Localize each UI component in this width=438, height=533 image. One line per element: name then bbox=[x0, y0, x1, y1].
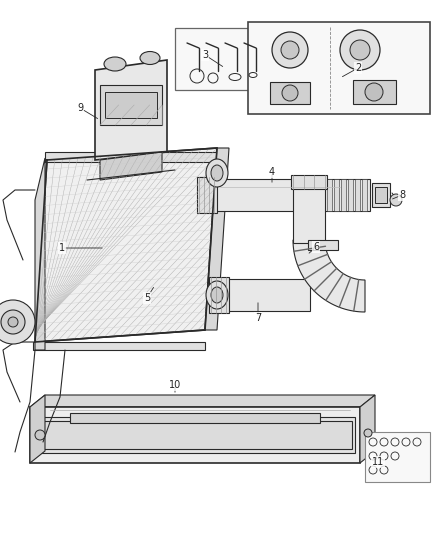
Circle shape bbox=[350, 40, 370, 60]
Bar bbox=[348, 179, 353, 211]
Text: 4: 4 bbox=[269, 167, 275, 177]
Bar bbox=[38, 421, 352, 449]
Bar bbox=[248, 22, 430, 114]
Circle shape bbox=[0, 300, 35, 344]
Bar bbox=[100, 85, 162, 125]
Bar bbox=[372, 183, 390, 207]
Ellipse shape bbox=[140, 52, 160, 64]
Circle shape bbox=[390, 194, 402, 206]
Circle shape bbox=[1, 310, 25, 334]
Bar bbox=[308, 240, 338, 250]
Bar bbox=[375, 187, 387, 203]
Text: 6: 6 bbox=[313, 242, 319, 252]
Circle shape bbox=[272, 32, 308, 68]
Bar bbox=[320, 179, 325, 211]
Polygon shape bbox=[205, 148, 229, 330]
Bar bbox=[175, 28, 265, 90]
Bar bbox=[105, 92, 157, 118]
Bar bbox=[197, 177, 217, 213]
Text: 10: 10 bbox=[169, 380, 181, 390]
Text: 7: 7 bbox=[255, 313, 261, 323]
Bar bbox=[215, 179, 370, 211]
Polygon shape bbox=[293, 240, 365, 312]
Text: 1: 1 bbox=[59, 243, 65, 253]
Polygon shape bbox=[353, 80, 396, 104]
Polygon shape bbox=[30, 395, 375, 407]
Bar bbox=[45, 152, 223, 162]
Bar bbox=[327, 179, 332, 211]
Bar bbox=[362, 179, 367, 211]
Bar bbox=[70, 413, 320, 423]
Polygon shape bbox=[95, 60, 167, 160]
Text: 11: 11 bbox=[372, 457, 384, 467]
Bar bbox=[33, 342, 205, 350]
Bar bbox=[291, 175, 327, 189]
Ellipse shape bbox=[206, 159, 228, 187]
Polygon shape bbox=[270, 82, 310, 104]
Bar bbox=[30, 407, 360, 463]
Text: 9: 9 bbox=[77, 103, 83, 113]
Ellipse shape bbox=[211, 165, 223, 181]
Bar bbox=[355, 179, 360, 211]
Polygon shape bbox=[35, 158, 45, 350]
Ellipse shape bbox=[104, 57, 126, 71]
Polygon shape bbox=[35, 148, 217, 342]
Circle shape bbox=[8, 317, 18, 327]
Bar bbox=[365, 432, 430, 482]
Text: 5: 5 bbox=[144, 293, 150, 303]
Ellipse shape bbox=[211, 287, 223, 303]
Circle shape bbox=[35, 430, 45, 440]
Bar bbox=[227, 279, 310, 311]
Circle shape bbox=[282, 85, 298, 101]
Circle shape bbox=[364, 429, 372, 437]
Text: 8: 8 bbox=[399, 190, 405, 200]
Circle shape bbox=[340, 30, 380, 70]
Bar bbox=[209, 277, 229, 313]
Polygon shape bbox=[360, 395, 375, 463]
Polygon shape bbox=[30, 395, 45, 463]
Text: 2: 2 bbox=[355, 63, 361, 73]
Circle shape bbox=[365, 83, 383, 101]
Bar bbox=[334, 179, 339, 211]
Polygon shape bbox=[100, 152, 162, 180]
Circle shape bbox=[281, 41, 299, 59]
Ellipse shape bbox=[206, 281, 228, 309]
Text: 3: 3 bbox=[202, 50, 208, 60]
Bar bbox=[35, 417, 355, 453]
Bar bbox=[341, 179, 346, 211]
Bar bbox=[293, 185, 325, 243]
